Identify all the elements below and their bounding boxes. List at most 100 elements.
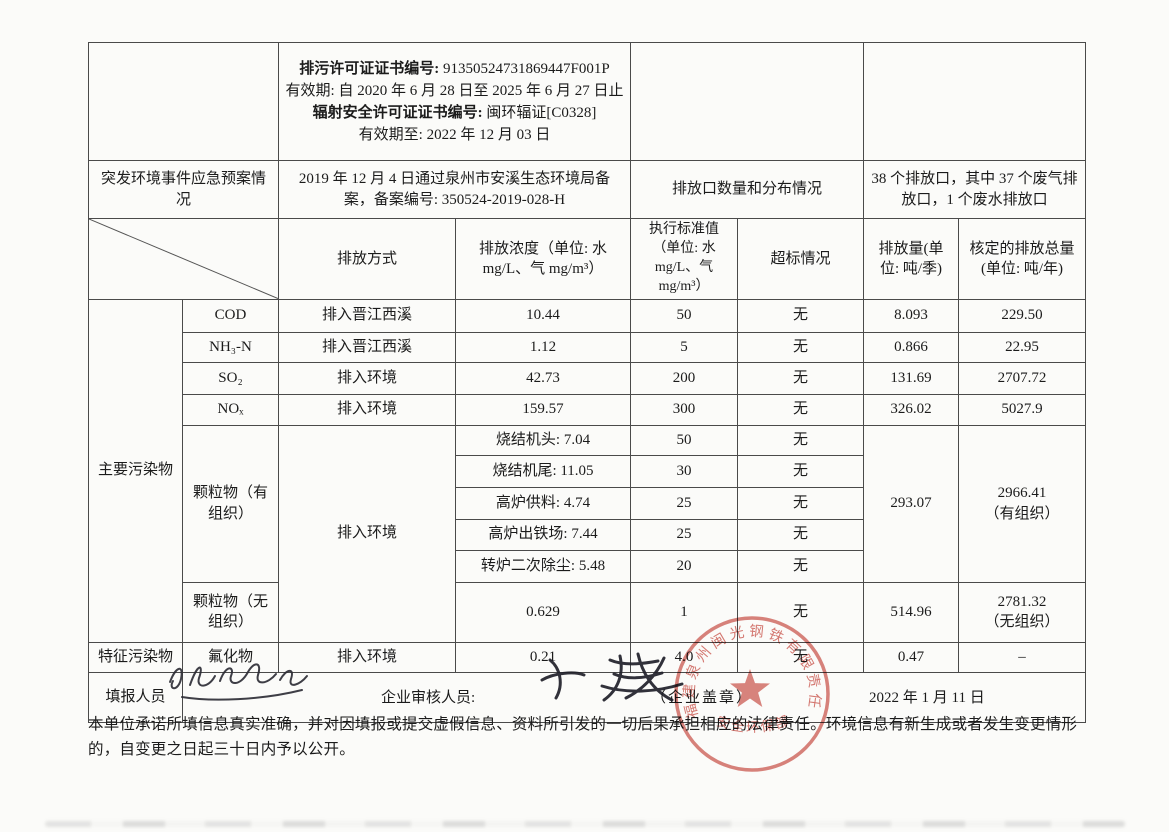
cell-pm-amount: 293.07 [863,424,960,583]
cell-nox-total: 5027.9 [958,393,1087,426]
cell-nh3n-method: 排入晋江西溪 [278,331,456,363]
cell-emergency-value: 2019 年 12 月 4 日通过泉州市安溪生态环境局备案，备案编号: 3505… [277,160,632,219]
row-cod: 主要污染物 COD 排入晋江西溪 10.44 50 无 8.093 229.50 [88,298,1087,643]
permit-line-4: 有效期至: 2022 年 12 月 03 日 [358,126,551,143]
cell-group-main-pollutants: 主要污染物 [88,298,183,643]
cell-cod-amount: 8.093 [863,298,960,333]
cell-pm-sub0-std: 50 [630,424,739,456]
cell-so2-std: 200 [630,361,739,395]
disclaimer-text: 本单位承诺所填信息真实准确，并对因填报或提交虚假信息、资料所引发的一切后果承担相… [88,716,1078,758]
cell-pm-method: 排入环境 [278,424,456,643]
cell-nox-method: 排入环境 [278,393,456,426]
row-emergency-plan: 突发环境事件应急预案情况 2019 年 12 月 4 日通过泉州市安溪生态环境局… [88,160,1087,219]
scan-artifact [45,821,1125,827]
cell-pmun-conc: 0.629 [454,581,632,643]
row-pm-furnace-feed: 高炉供料: 4.74 25 无 [89,486,1086,520]
header-amount: 排放量(单位: 吨/季) [863,218,960,300]
row-pm-unorganized: 颗粒物（无组织） 0.629 1 无 514.96 2781.32 （无组织） [89,581,1087,643]
cell-so2-name: SO₂ [182,361,279,395]
cell-cod-name: COD [182,298,279,333]
cell-pm-sub0-exceed: 无 [737,424,865,456]
row-nh3n: NH₃-N 排入晋江西溪 1.12 5 无 0.866 22.95 [89,331,1087,363]
cell-pm-sub3-exceed: 无 [737,518,865,551]
cell-filler-label: 填报人员 [88,671,183,723]
cell-permit-info: 排污许可证证书编号: 91350524731869447F001P 有效期: 自… [277,42,632,161]
cell-outlets-label: 排放口数量和分布情况 [630,160,865,219]
cell-cod-total: 229.50 [958,298,1087,333]
cell-so2-conc: 42.73 [454,361,632,395]
permit-line-2: 有效期: 自 2020 年 6 月 28 日至 2025 年 6 月 27 日止 [285,82,624,99]
row-table-header: 排放方式 排放浓度（单位: 水 mg/L、气 mg/m³） 执行标准值（单位: … [88,218,1087,300]
header-approved: 核定的排放总量(单位: 吨/年) [958,218,1087,300]
cell-nox-exceed: 无 [737,393,865,426]
row-permit-info: 排污许可证证书编号: 91350524731869447F001P 有效期: 自… [88,42,1087,161]
cell-fluoride-conc: 0.21 [454,641,632,673]
cell-nh3n-std: 5 [630,331,739,363]
company-seal-label: （企业盖章） [651,689,754,706]
permit-line-1: 排污许可证证书编号: 91350524731869447F001P [299,60,610,77]
row-pm-sinter-head: 颗粒物（有组织） 排入环境 烧结机头: 7.04 50 无 293.07 296… [89,424,1087,643]
cell-fluoride-name: 氟化物 [182,641,279,673]
cell-nh3n-exceed: 无 [737,331,865,363]
cell-nh3n-conc: 1.12 [454,331,632,363]
cell-nox-amount: 326.02 [863,393,960,426]
cell-blank-top-mid [630,42,865,161]
environment-disclosure-table: 排污许可证证书编号: 91350524731869447F001P 有效期: 自… [88,42,1087,723]
row-pm-tapping-yard: 高炉出铁场: 7.44 25 无 [89,518,1086,551]
cell-nox-name: NOₓ [182,393,279,426]
report-date: 2022 年 1 月 11 日 [869,689,985,706]
cell-pmun-total: 2781.32 （无组织） [958,581,1087,643]
cell-nh3n-name: NH₃-N [182,331,279,363]
cell-pmun-exceed: 无 [737,581,865,643]
cell-group-characteristic: 特征污染物 [88,641,183,673]
cell-pm-sub1-std: 30 [630,454,739,488]
cell-emergency-label: 突发环境事件应急预案情况 [88,160,279,219]
cell-pm-organized-name: 颗粒物（有组织） [182,424,279,583]
row-pm-converter-dedust: 转炉二次除尘: 5.48 20 无 [89,549,1086,583]
cell-nh3n-total: 22.95 [958,331,1087,363]
row-pm-sinter-tail: 烧结机尾: 11.05 30 无 [89,454,1086,488]
cell-nh3n-amount: 0.866 [863,331,960,363]
auditor-label: 企业审核人员: [381,689,476,706]
header-exceed: 超标情况 [737,218,865,300]
cell-pm-unorganized-name: 颗粒物（无组织） [182,581,279,643]
cell-blank-topleft [88,42,279,161]
header-concentration: 排放浓度（单位: 水 mg/L、气 mg/m³） [454,218,632,300]
cell-pm-sub4-conc: 转炉二次除尘: 5.48 [454,549,632,583]
cell-nox-conc: 159.57 [454,393,632,426]
cell-diagonal [88,218,279,300]
cell-pm-sub4-std: 20 [630,549,739,583]
cell-pmun-amount: 514.96 [863,581,960,643]
cell-fluoride-method: 排入环境 [278,641,456,673]
cell-pm-total: 2966.41 （有组织） [958,424,1087,583]
cell-cod-method: 排入晋江西溪 [278,298,456,333]
cell-pm-sub2-std: 25 [630,486,739,520]
cell-fluoride-amount: 0.47 [863,641,960,673]
cell-so2-total: 2707.72 [958,361,1087,395]
cell-cod-exceed: 无 [737,298,865,333]
cell-fluoride-std: 4.0 [630,641,739,673]
cell-so2-method: 排入环境 [278,361,456,395]
row-so2: SO₂ 排入环境 42.73 200 无 131.69 2707.72 [89,361,1087,395]
cell-cod-std: 50 [630,298,739,333]
row-nox: NOₓ 排入环境 159.57 300 无 326.02 5027.9 [89,393,1087,426]
cell-pm-sub4-exceed: 无 [737,549,865,583]
cell-pm-sub2-exceed: 无 [737,486,865,520]
cell-pm-sub0-conc: 烧结机头: 7.04 [454,424,632,456]
cell-cod-conc: 10.44 [454,298,632,333]
cell-blank-top-right [863,42,1087,161]
diagonal-line [89,219,278,299]
cell-so2-exceed: 无 [737,361,865,395]
cell-outlets-value: 38 个排放口，其中 37 个废气排放口，1 个废水排放口 [863,160,1087,219]
cell-pm-sub1-conc: 烧结机尾: 11.05 [454,454,632,488]
cell-nox-std: 300 [630,393,739,426]
cell-fluoride-total: – [958,641,1087,673]
cell-pmun-std: 1 [630,581,739,643]
cell-pm-sub3-conc: 高炉出铁场: 7.44 [454,518,632,551]
cell-fluoride-exceed: 无 [737,641,865,673]
cell-pm-sub1-exceed: 无 [737,454,865,488]
permit-line-3: 辐射安全许可证证书编号: 闽环辐证[C0328] [312,104,597,121]
cell-pm-sub2-conc: 高炉供料: 4.74 [454,486,632,520]
header-method: 排放方式 [278,218,456,300]
